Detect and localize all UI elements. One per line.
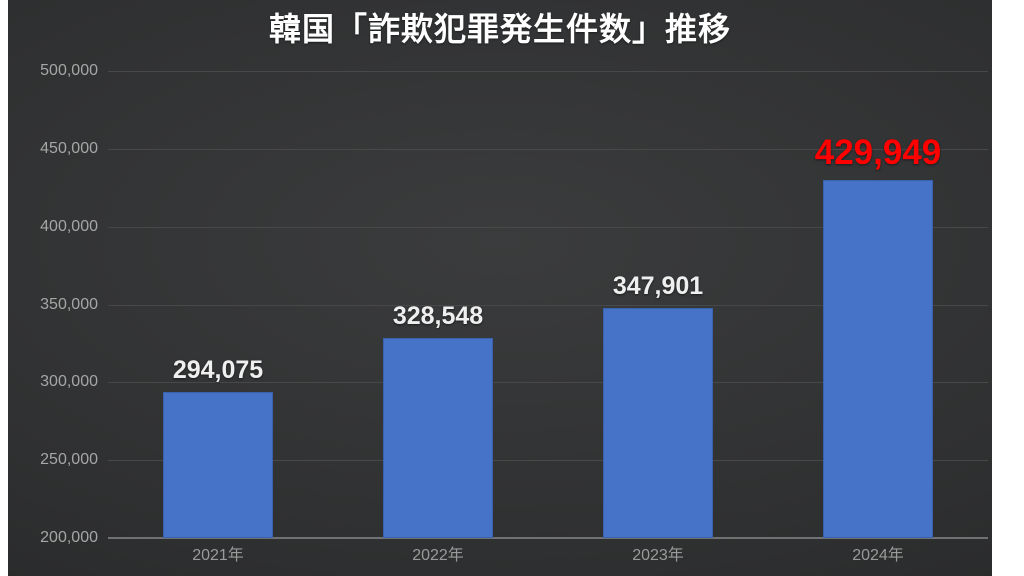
value-label-2022: 328,548 [392, 301, 484, 330]
chart-panel: 韓国「詐欺犯罪発生件数」推移 200,000 250,000 300,000 350,… [8, 0, 992, 576]
gridline [108, 148, 988, 150]
gridline [108, 460, 988, 462]
x-axis-line [108, 537, 988, 539]
gridline [108, 304, 988, 306]
gridline [108, 382, 988, 384]
y-axis-tick-label: 250,000 [40, 451, 98, 469]
x-axis-label-2023: 2023年 [632, 547, 684, 564]
y-axis-tick-label: 500,000 [40, 62, 98, 79]
y-axis-tick-label: 300,000 [40, 373, 98, 391]
y-axis-tick-label: 200,000 [40, 529, 98, 546]
value-label-2021: 294,075 [172, 355, 264, 384]
chart-title: 韓国「詐欺犯罪発生件数」推移 [268, 11, 731, 47]
value-label-2024: 429,949 [814, 133, 942, 173]
y-axis-tick-label: 400,000 [40, 217, 98, 235]
x-axis-label-2021: 2021年 [192, 547, 244, 564]
gridline [108, 226, 988, 228]
x-axis-label-2024: 2024年 [852, 547, 904, 564]
bar-2021 [163, 391, 273, 538]
bar-2024 [823, 180, 933, 538]
y-axis-tick-label: 450,000 [40, 139, 98, 157]
value-label-2023: 347,901 [612, 271, 704, 300]
gridline [108, 71, 988, 72]
bar-2022 [383, 337, 493, 538]
y-axis-tick-label: 350,000 [40, 295, 98, 313]
x-axis-label-2022: 2022年 [412, 547, 464, 564]
bar-2023 [603, 307, 713, 538]
